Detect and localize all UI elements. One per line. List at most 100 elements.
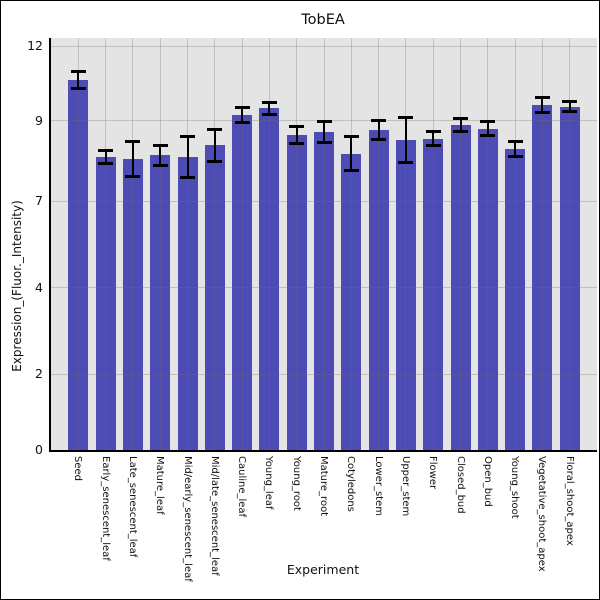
bar-Young_root xyxy=(286,135,307,450)
error-bar-cap-top xyxy=(180,135,195,139)
x-tick-label: Vegetative_shoot_apex xyxy=(536,456,548,572)
v-gridline xyxy=(350,38,352,450)
x-tick-label: Young_root xyxy=(290,456,302,511)
v-gridline xyxy=(241,38,243,450)
error-bar-cap-top xyxy=(480,119,496,123)
error-bar-cap-bottom xyxy=(316,140,332,144)
error-bar-line xyxy=(268,102,271,115)
error-bar-cap-bottom xyxy=(398,161,414,165)
error-bar-cap-bottom xyxy=(371,138,387,142)
v-gridline xyxy=(77,38,79,450)
error-bar-cap-bottom xyxy=(98,162,114,166)
error-bar-line xyxy=(323,121,325,143)
v-gridline xyxy=(405,38,407,450)
bar-Upper_stem xyxy=(395,140,416,450)
bar-Mid/early_senescent_leaf xyxy=(177,157,198,450)
error-bar-cap-bottom xyxy=(289,142,305,146)
v-gridline xyxy=(187,38,188,450)
v-gridline xyxy=(105,38,107,450)
error-bar-cap-top xyxy=(316,119,332,123)
error-bar-cap-bottom xyxy=(207,160,223,164)
error-bar-cap-top xyxy=(343,135,359,139)
bar-Closed_bud xyxy=(450,125,471,450)
error-bar-cap-top xyxy=(398,116,414,120)
plot-area xyxy=(49,38,597,452)
bar-Cotyledons xyxy=(341,153,362,450)
x-tick-label: Upper_stem xyxy=(399,456,411,517)
x-tick-label: Flower xyxy=(427,456,439,490)
x-tick-label: Lower_stem xyxy=(372,456,384,516)
x-tick-label: Late_senescent_leaf xyxy=(126,456,138,558)
bar-Open_bud xyxy=(477,128,498,450)
error-bar-line xyxy=(104,150,107,164)
y-tick-label: 4 xyxy=(35,279,43,295)
x-tick-label: Floral_shoot_apex xyxy=(563,456,575,546)
error-bar-cap-bottom xyxy=(425,143,441,147)
error-bar-cap-bottom xyxy=(562,110,578,114)
bar-Mid/late_senescent_leaf xyxy=(204,145,225,450)
v-gridline xyxy=(541,38,543,450)
x-tick-label: Young_shoot xyxy=(509,456,521,519)
error-bar-cap-bottom xyxy=(534,110,550,114)
h-gridline xyxy=(51,373,597,375)
bar-Lower_stem xyxy=(368,130,389,450)
error-bar-cap-top xyxy=(207,127,223,131)
error-bar-cap-top xyxy=(289,125,305,129)
error-bar-line xyxy=(159,145,162,166)
bar-Late_senescent_leaf xyxy=(122,158,143,450)
error-bar-cap-top xyxy=(261,100,277,104)
bar-Seed xyxy=(68,79,89,450)
error-bar-cap-bottom xyxy=(453,130,468,134)
error-bar-cap-top xyxy=(125,139,141,143)
error-bar-line xyxy=(241,107,244,123)
y-tick-label: 7 xyxy=(35,193,43,209)
v-gridline xyxy=(268,38,270,450)
error-bar-cap-bottom xyxy=(261,112,277,116)
error-bar-cap-top xyxy=(507,139,523,143)
error-bar-line xyxy=(186,136,189,178)
y-tick-label: 12 xyxy=(27,38,43,54)
bar-Early_senescent_leaf xyxy=(95,157,116,450)
error-bar-line xyxy=(541,97,544,113)
error-bar-cap-top xyxy=(98,148,114,152)
v-gridline xyxy=(132,38,134,450)
x-tick-label: Mid/late_senescent_leaf xyxy=(208,456,220,576)
v-gridline xyxy=(569,38,571,450)
bar-Young_leaf xyxy=(259,108,280,450)
v-gridline xyxy=(514,38,516,450)
error-bar-line xyxy=(568,101,571,112)
error-bar-line xyxy=(77,71,80,89)
v-gridline xyxy=(378,38,380,450)
error-bar-cap-top xyxy=(562,100,578,104)
y-tick-label: 9 xyxy=(35,112,43,128)
x-tick-label: Mature_leaf xyxy=(154,456,166,515)
error-bar-cap-top xyxy=(534,96,550,100)
error-bar-line xyxy=(295,126,298,144)
x-tick-label: Open_bud xyxy=(481,456,493,507)
h-gridline xyxy=(51,287,597,289)
error-bar-cap-bottom xyxy=(234,120,250,124)
error-bar-cap-bottom xyxy=(125,174,141,178)
x-tick-label: Cauline_leaf xyxy=(236,456,248,518)
x-tick-label: Seed xyxy=(72,456,84,481)
bar-Cauline_leaf xyxy=(232,115,253,450)
error-bar-cap-top xyxy=(425,130,441,134)
v-gridline xyxy=(487,38,489,450)
bar-Young_shoot xyxy=(505,148,526,450)
x-tick-label: Cotyledons xyxy=(345,456,357,512)
x-tick-label: Young_leaf xyxy=(263,456,275,510)
x-tick-label: Early_senescent_leaf xyxy=(99,456,111,561)
bar-Floral_shoot_apex xyxy=(559,106,580,450)
v-gridline xyxy=(296,38,298,450)
v-gridline xyxy=(214,38,216,450)
error-bar-cap-top xyxy=(453,116,468,120)
x-tick-label: Closed_bud xyxy=(454,456,466,514)
h-gridline xyxy=(51,200,597,202)
error-bar-line xyxy=(459,118,462,132)
chart-title: TobEA xyxy=(301,12,345,28)
bar-Mature_root xyxy=(314,131,334,450)
error-bar-cap-bottom xyxy=(180,175,195,179)
h-gridline xyxy=(51,45,597,47)
bar-Vegetative_shoot_apex xyxy=(532,104,553,450)
